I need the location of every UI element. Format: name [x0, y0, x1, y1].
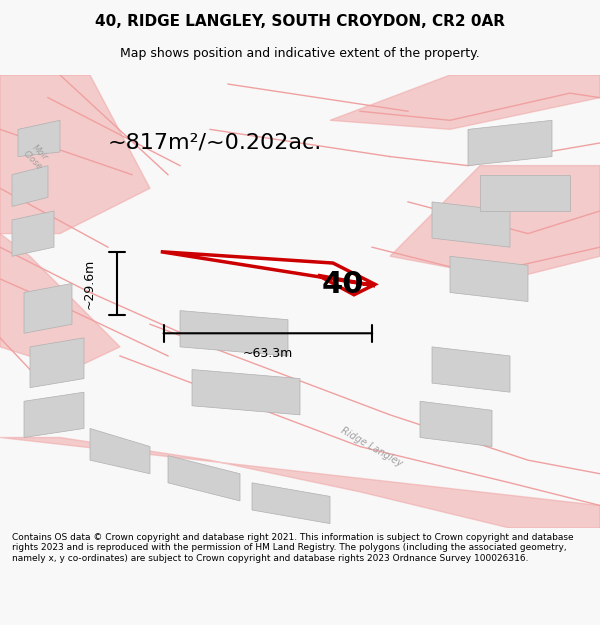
Polygon shape — [330, 75, 600, 129]
Polygon shape — [161, 252, 375, 295]
Polygon shape — [12, 166, 48, 206]
Text: ~29.6m: ~29.6m — [83, 258, 96, 309]
Polygon shape — [450, 256, 528, 301]
Polygon shape — [0, 234, 120, 369]
Text: Moir
Close: Moir Close — [21, 142, 51, 171]
Text: ~817m²/~0.202ac.: ~817m²/~0.202ac. — [108, 133, 322, 153]
Polygon shape — [432, 347, 510, 392]
Polygon shape — [432, 202, 510, 247]
Polygon shape — [12, 211, 54, 256]
Polygon shape — [0, 438, 600, 528]
Text: 40: 40 — [322, 271, 365, 299]
Polygon shape — [480, 174, 570, 211]
Polygon shape — [420, 401, 492, 446]
Text: 40, RIDGE LANGLEY, SOUTH CROYDON, CR2 0AR: 40, RIDGE LANGLEY, SOUTH CROYDON, CR2 0A… — [95, 14, 505, 29]
Text: Ridge Langley: Ridge Langley — [340, 425, 404, 468]
Polygon shape — [192, 369, 300, 415]
Polygon shape — [0, 75, 150, 234]
Polygon shape — [30, 338, 84, 388]
Text: Map shows position and indicative extent of the property.: Map shows position and indicative extent… — [120, 48, 480, 61]
Polygon shape — [168, 456, 240, 501]
Text: ~63.3m: ~63.3m — [243, 347, 293, 360]
Polygon shape — [24, 284, 72, 333]
Polygon shape — [390, 166, 600, 279]
Polygon shape — [468, 120, 552, 166]
Polygon shape — [18, 120, 60, 156]
Polygon shape — [180, 311, 288, 356]
Polygon shape — [24, 392, 84, 438]
Polygon shape — [252, 482, 330, 524]
Polygon shape — [90, 429, 150, 474]
Text: Contains OS data © Crown copyright and database right 2021. This information is : Contains OS data © Crown copyright and d… — [12, 533, 574, 562]
